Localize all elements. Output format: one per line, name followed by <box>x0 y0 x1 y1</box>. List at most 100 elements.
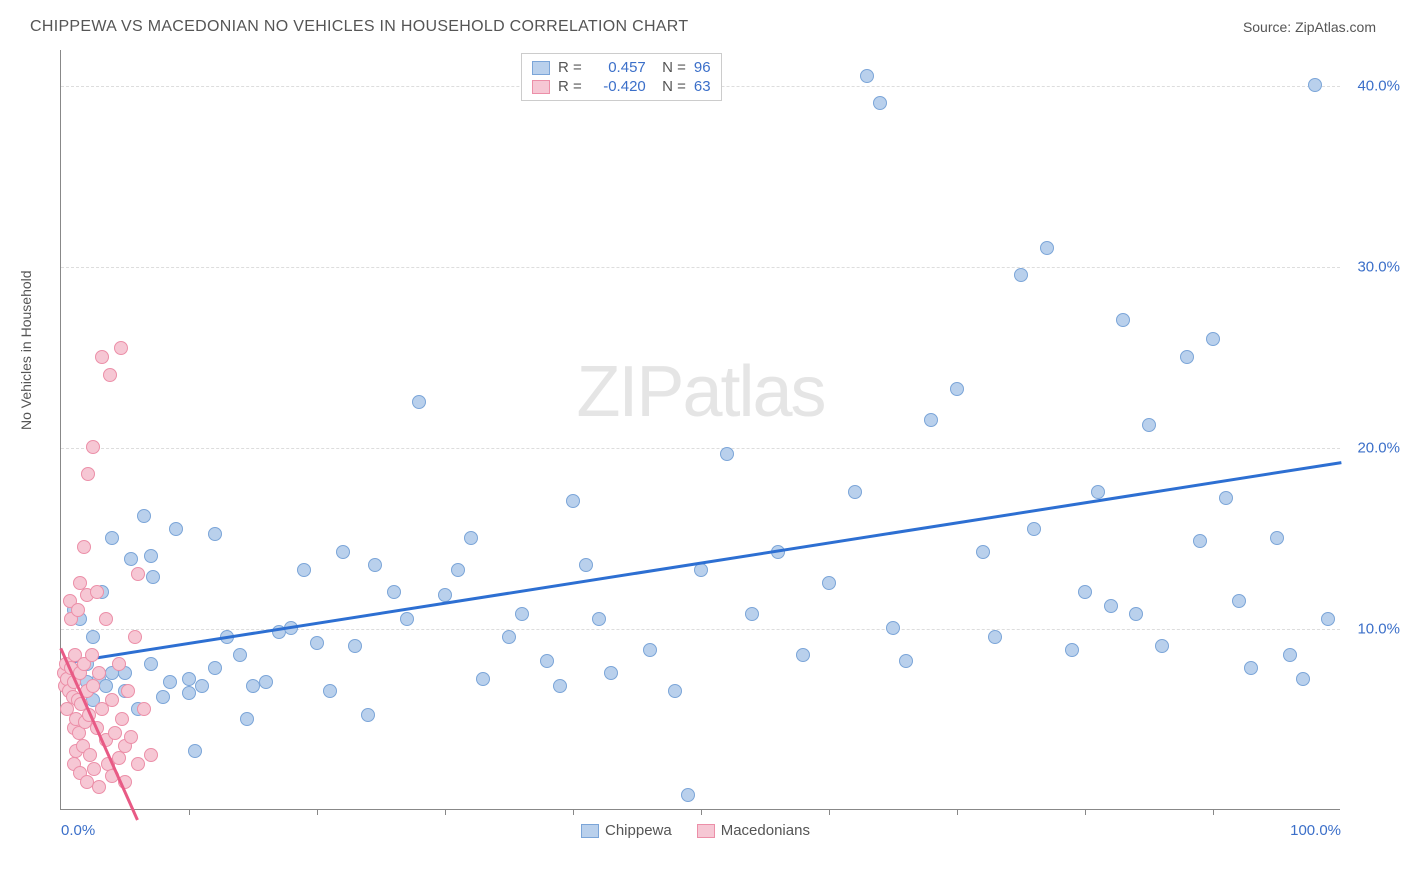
data-point <box>1296 672 1310 686</box>
data-point <box>822 576 836 590</box>
x-tick <box>317 809 318 815</box>
data-point <box>195 679 209 693</box>
data-point <box>1078 585 1092 599</box>
data-point <box>540 654 554 668</box>
chart-container: No Vehicles in Household ZIPatlas R = 0.… <box>60 50 1380 840</box>
series-legend: Chippewa Macedonians <box>581 822 810 839</box>
data-point <box>85 648 99 662</box>
data-point <box>77 540 91 554</box>
x-tick <box>701 809 702 815</box>
legend-r-value: -0.420 <box>590 78 646 95</box>
data-point <box>387 585 401 599</box>
data-point <box>796 648 810 662</box>
plot-area: ZIPatlas R = 0.457 N = 96R = -0.420 N = … <box>60 50 1340 810</box>
data-point <box>144 748 158 762</box>
data-point <box>233 648 247 662</box>
legend-n-label: N = <box>654 78 686 95</box>
data-point <box>323 684 337 698</box>
data-point <box>124 552 138 566</box>
data-point <box>115 712 129 726</box>
legend-r-value: 0.457 <box>590 59 646 76</box>
x-tick-label: 100.0% <box>1290 822 1341 839</box>
source-attribution: Source: ZipAtlas.com <box>1243 19 1376 35</box>
data-point <box>83 748 97 762</box>
legend-n-label: N = <box>654 59 686 76</box>
data-point <box>208 661 222 675</box>
data-point <box>899 654 913 668</box>
gridline <box>61 448 1340 449</box>
y-tick-label: 40.0% <box>1357 78 1400 95</box>
data-point <box>860 69 874 83</box>
gridline <box>61 267 1340 268</box>
data-point <box>131 567 145 581</box>
legend-item: Chippewa <box>581 822 672 839</box>
data-point <box>156 690 170 704</box>
data-point <box>694 563 708 577</box>
data-point <box>1244 661 1258 675</box>
data-point <box>87 762 101 776</box>
data-point <box>86 630 100 644</box>
data-point <box>163 675 177 689</box>
data-point <box>988 630 1002 644</box>
data-point <box>566 494 580 508</box>
data-point <box>579 558 593 572</box>
data-point <box>1065 643 1079 657</box>
data-point <box>144 549 158 563</box>
data-point <box>1040 241 1054 255</box>
data-point <box>1155 639 1169 653</box>
legend-label: Macedonians <box>721 822 810 839</box>
data-point <box>745 607 759 621</box>
data-point <box>348 639 362 653</box>
data-point <box>121 684 135 698</box>
y-tick-label: 20.0% <box>1357 440 1400 457</box>
data-point <box>92 780 106 794</box>
data-point <box>1232 594 1246 608</box>
data-point <box>182 672 196 686</box>
legend-row: R = -0.420 N = 63 <box>532 77 711 96</box>
data-point <box>1142 418 1156 432</box>
data-point <box>81 467 95 481</box>
data-point <box>131 757 145 771</box>
data-point <box>950 382 964 396</box>
data-point <box>1308 78 1322 92</box>
legend-n-value: 96 <box>694 59 711 76</box>
data-point <box>1104 599 1118 613</box>
data-point <box>105 531 119 545</box>
data-point <box>169 522 183 536</box>
data-point <box>114 341 128 355</box>
x-tick <box>1213 809 1214 815</box>
legend-label: Chippewa <box>605 822 672 839</box>
legend-swatch <box>697 824 715 838</box>
legend-swatch <box>532 80 550 94</box>
data-point <box>144 657 158 671</box>
data-point <box>1219 491 1233 505</box>
data-point <box>1091 485 1105 499</box>
legend-r-label: R = <box>558 78 582 95</box>
data-point <box>681 788 695 802</box>
watermark: ZIPatlas <box>576 351 824 433</box>
data-point <box>1014 268 1028 282</box>
data-point <box>848 485 862 499</box>
data-point <box>592 612 606 626</box>
x-tick <box>445 809 446 815</box>
data-point <box>924 413 938 427</box>
data-point <box>95 350 109 364</box>
legend-n-value: 63 <box>694 78 711 95</box>
x-tick-label: 0.0% <box>61 822 95 839</box>
legend-swatch <box>532 61 550 75</box>
data-point <box>1283 648 1297 662</box>
legend-swatch <box>581 824 599 838</box>
data-point <box>188 744 202 758</box>
data-point <box>976 545 990 559</box>
watermark-atlas: atlas <box>682 352 824 432</box>
data-point <box>182 686 196 700</box>
data-point <box>1180 350 1194 364</box>
legend-item: Macedonians <box>697 822 810 839</box>
data-point <box>464 531 478 545</box>
data-point <box>361 708 375 722</box>
correlation-legend: R = 0.457 N = 96R = -0.420 N = 63 <box>521 53 722 101</box>
data-point <box>1193 534 1207 548</box>
data-point <box>297 563 311 577</box>
data-point <box>720 447 734 461</box>
data-point <box>643 643 657 657</box>
